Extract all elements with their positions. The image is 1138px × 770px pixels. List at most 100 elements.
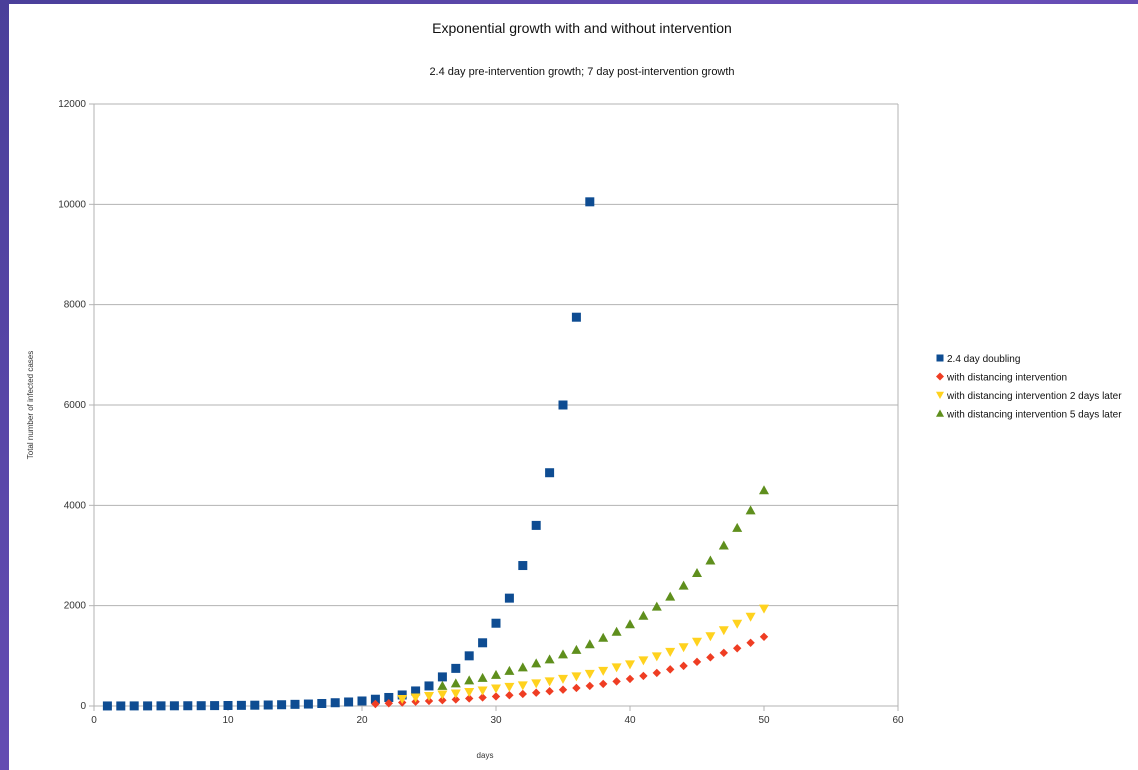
data-point (156, 701, 166, 711)
data-point (625, 619, 635, 629)
data-point (183, 701, 193, 711)
data-point (397, 690, 407, 700)
y-tick-label: 12000 (58, 99, 86, 110)
data-point (102, 701, 112, 711)
x-tick-label: 40 (624, 715, 636, 726)
data-point (424, 691, 434, 701)
data-point (531, 520, 541, 530)
data-point (169, 701, 179, 711)
data-point (598, 632, 609, 642)
data-point (450, 689, 461, 699)
data-point (532, 688, 541, 697)
legend-marker (936, 372, 944, 381)
data-point (666, 665, 675, 674)
data-point (478, 693, 487, 702)
data-point (210, 701, 220, 711)
data-point (719, 648, 728, 658)
data-point (625, 674, 635, 684)
data-point (517, 681, 528, 691)
legend-entry: with distancing intervention (946, 373, 1067, 384)
data-point (746, 638, 755, 647)
data-point (451, 695, 460, 704)
data-point (759, 604, 769, 614)
data-point (384, 699, 393, 708)
x-tick-label: 50 (758, 715, 770, 726)
legend-marker (936, 391, 944, 399)
data-point (718, 626, 729, 636)
data-point (518, 561, 528, 571)
tick-labels: 0 2000 4000 6000 8000 10000 12000 0 10 20 30 40 50 60 (58, 99, 904, 726)
data-point (558, 649, 568, 659)
data-point (437, 672, 447, 682)
data-point (478, 638, 488, 648)
data-point (705, 632, 716, 642)
data-point (477, 672, 488, 682)
x-tick-label: 0 (91, 715, 97, 726)
data-point (678, 643, 689, 653)
data-point (652, 668, 661, 678)
data-point (411, 686, 421, 696)
data-point (357, 696, 367, 706)
data-point (638, 656, 649, 666)
data-point (558, 685, 568, 694)
data-point (504, 665, 515, 675)
data-point (451, 663, 461, 673)
axes (89, 103, 899, 711)
data-point (651, 601, 662, 611)
data-point (116, 701, 126, 711)
legend-entry: with distancing intervention 5 days late… (946, 410, 1122, 421)
y-tick-label: 2000 (64, 601, 87, 612)
data-point (733, 644, 742, 653)
data-points (102, 197, 769, 711)
data-point (344, 697, 354, 707)
data-point (464, 687, 475, 697)
data-point (531, 679, 542, 689)
y-tick-label: 8000 (64, 300, 87, 311)
data-point (491, 692, 501, 701)
data-point (129, 701, 139, 711)
data-point (517, 662, 528, 672)
data-point (317, 698, 327, 708)
data-point (450, 678, 461, 688)
y-tick-label: 0 (80, 701, 86, 712)
data-point (330, 698, 340, 708)
data-point (491, 669, 501, 679)
data-point (464, 675, 475, 685)
data-point (397, 694, 408, 704)
data-point (732, 619, 743, 629)
data-point (598, 666, 609, 676)
data-point (464, 651, 474, 661)
data-point (639, 671, 648, 681)
data-point (612, 677, 621, 686)
data-point (705, 555, 716, 565)
data-point (571, 312, 581, 322)
data-point (277, 700, 287, 710)
data-point (437, 680, 448, 690)
data-point (303, 699, 313, 709)
legend-marker (936, 354, 944, 362)
data-point (599, 679, 608, 689)
data-point (437, 690, 448, 700)
legend-entry: with distancing intervention 2 days late… (946, 391, 1122, 402)
x-tick-label: 60 (892, 715, 904, 726)
data-point (585, 197, 595, 207)
data-point (571, 644, 582, 654)
data-point (692, 568, 702, 578)
data-point (745, 612, 756, 622)
data-point (625, 660, 635, 670)
data-point (491, 684, 501, 694)
data-point (504, 593, 514, 603)
data-point (759, 485, 769, 495)
data-point (571, 672, 582, 682)
data-point (678, 580, 689, 590)
data-point (143, 701, 153, 711)
data-point (370, 694, 380, 704)
data-point (611, 626, 622, 636)
data-point (611, 663, 622, 673)
data-point (692, 637, 702, 647)
data-point (679, 661, 688, 671)
data-point (504, 682, 515, 692)
data-point (759, 632, 769, 641)
data-point (558, 400, 568, 410)
data-point (545, 687, 554, 696)
